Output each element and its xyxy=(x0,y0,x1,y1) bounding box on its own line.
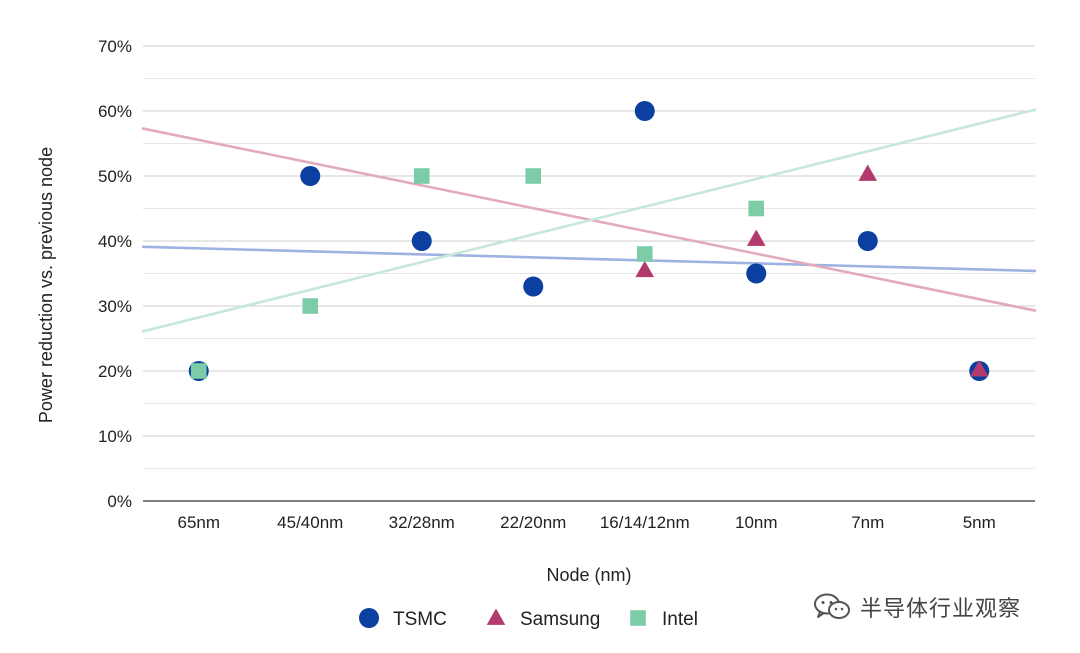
point-intel-16-14-12nm xyxy=(636,246,653,262)
data-points xyxy=(188,101,990,381)
x-tick-label: 16/14/12nm xyxy=(600,513,690,532)
y-axis-title: Power reduction vs. previous node xyxy=(36,147,56,423)
legend-label-samsung: Samsung xyxy=(520,609,600,630)
point-tsmc-32-28nm xyxy=(411,231,432,251)
legend-item-intel: Intel xyxy=(630,609,698,630)
point-intel-32-28nm xyxy=(413,168,430,184)
trendlines xyxy=(141,108,1037,333)
watermark-text: 半导体行业观察 xyxy=(860,597,1022,622)
point-samsung-16-14-12nm xyxy=(635,260,655,278)
y-tick-label: 40% xyxy=(98,232,132,251)
point-samsung-5nm xyxy=(969,360,989,377)
x-tick-label: 22/20nm xyxy=(500,513,566,532)
legend-label-intel: Intel xyxy=(662,609,698,630)
legend-marker-intel xyxy=(630,610,646,626)
y-tick-labels: 0% 10% 20% 30% 40% 50% 60% 70% xyxy=(98,37,132,511)
x-tick-labels: 65nm 45/40nm 32/28nm 22/20nm 16/14/12nm 10nm 7… xyxy=(177,513,995,532)
legend-marker-samsung xyxy=(486,608,506,625)
trendline-intel xyxy=(141,108,1037,333)
point-intel-10nm xyxy=(748,200,765,217)
point-intel-65nm xyxy=(190,363,207,379)
point-tsmc-10nm xyxy=(746,263,767,284)
y-tick-label: 10% xyxy=(98,427,132,446)
wechat-icon xyxy=(814,593,850,619)
legend-item-samsung: Samsung xyxy=(486,608,600,630)
x-tick-label: 32/28nm xyxy=(389,513,455,532)
legend: TSMC Samsung Intel xyxy=(359,608,698,630)
y-tick-label: 0% xyxy=(107,492,132,511)
watermark: 半导体行业观察 xyxy=(812,590,1021,624)
point-samsung-7nm xyxy=(858,164,878,181)
x-tick-label: 10nm xyxy=(735,513,778,532)
point-intel-45-40nm xyxy=(302,298,319,314)
point-tsmc-16-14-12nm xyxy=(634,101,655,121)
grid-lines xyxy=(143,45,1035,502)
y-tick-label: 60% xyxy=(98,102,132,121)
x-tick-label: 7nm xyxy=(851,513,884,532)
point-tsmc-22-20nm xyxy=(523,276,544,297)
legend-marker-tsmc xyxy=(359,608,379,628)
x-tick-label: 5nm xyxy=(963,513,996,532)
point-intel-22-20nm xyxy=(525,168,542,184)
legend-item-tsmc: TSMC xyxy=(359,608,447,630)
trendline-tsmc xyxy=(141,245,1037,273)
point-tsmc-45-40nm xyxy=(300,166,321,186)
point-samsung-10nm xyxy=(746,229,766,246)
y-tick-label: 50% xyxy=(98,167,132,186)
y-tick-label: 20% xyxy=(98,362,132,381)
x-tick-label: 45/40nm xyxy=(277,513,343,532)
y-tick-label: 70% xyxy=(98,37,132,56)
x-axis-title: Node (nm) xyxy=(546,565,631,585)
point-tsmc-7nm xyxy=(857,231,878,251)
y-tick-label: 30% xyxy=(98,297,132,316)
x-tick-label: 65nm xyxy=(177,513,220,532)
legend-label-tsmc: TSMC xyxy=(393,609,447,630)
